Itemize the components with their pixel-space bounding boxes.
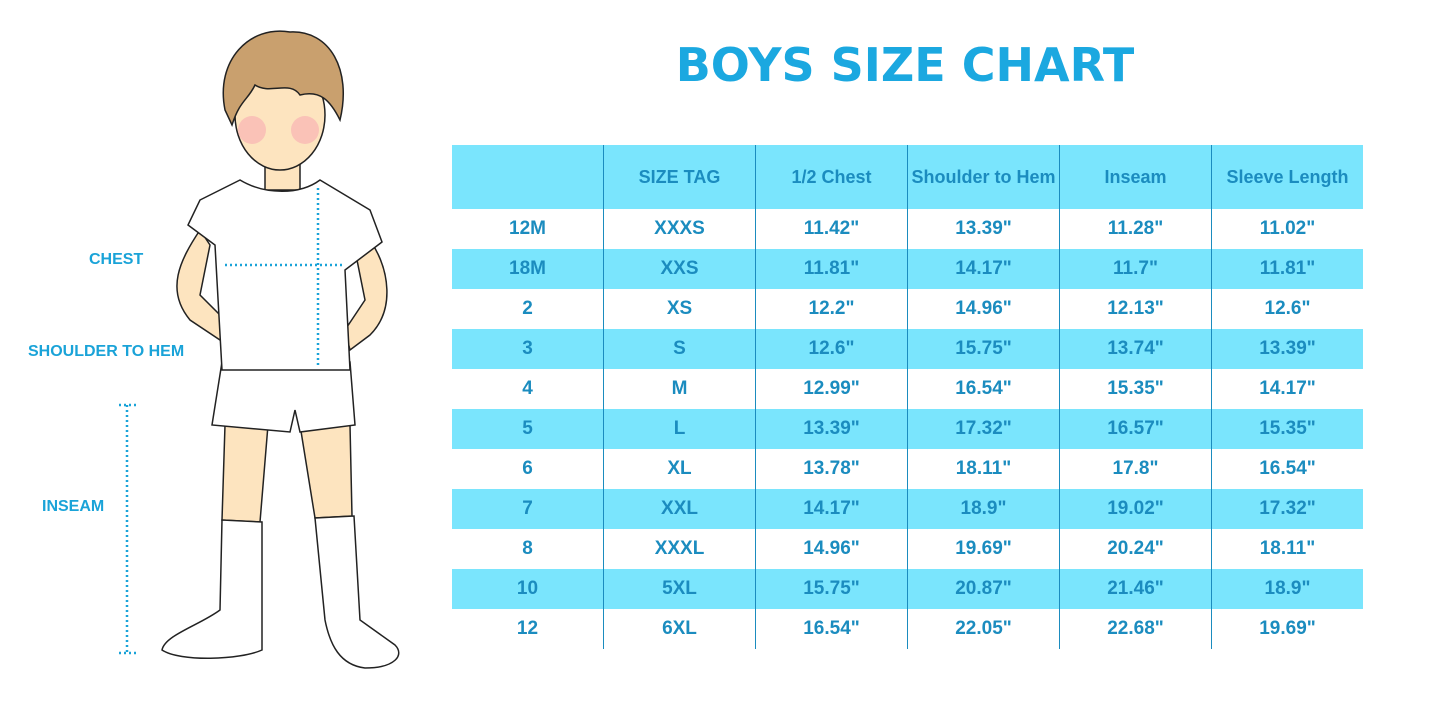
page-title: BOYS SIZE CHART [675, 38, 1135, 92]
table-cell: 17.32" [1211, 489, 1363, 529]
table-cell: 13.39" [907, 209, 1060, 249]
table-cell: 10 [452, 569, 604, 609]
table-row: 8 XXXL 14.96" 19.69" 20.24" 18.11" [452, 529, 1363, 569]
table-cell: 12 [516, 618, 539, 639]
table-cell: 21.46" [1059, 569, 1212, 609]
table-cell: XXL [603, 489, 756, 529]
table-cell: 7 [452, 489, 604, 529]
table-cell: 5XL [603, 569, 756, 609]
table-cell: 14.17" [755, 489, 908, 529]
header-cell: 1/2 Chest [755, 145, 908, 209]
table-cell: 8 [522, 538, 533, 559]
table-cell: 20.87" [907, 569, 1060, 609]
header-cell: SIZE TAG [603, 145, 756, 209]
inseam-label: INSEAM [42, 498, 105, 515]
table-cell: 15.75" [907, 329, 1060, 369]
table-cell: 14.17" [907, 249, 1060, 289]
table-cell: 18M [452, 249, 604, 289]
table-cell: 18.11" [907, 449, 1060, 489]
table-cell: 11.42" [755, 209, 908, 249]
table-cell: 15.75" [755, 569, 908, 609]
table-cell: 11.81" [1211, 249, 1363, 289]
table-cell: 14.96" [907, 289, 1060, 329]
table-cell: 18.11" [1211, 529, 1363, 569]
table-cell: 15.35" [1059, 369, 1212, 409]
table-cell: 12.6" [755, 329, 908, 369]
table-row: 12M XXXS 11.42" 13.39" 11.28" 11.02" [452, 209, 1363, 249]
table-row: 3 S 12.6" 15.75" 13.74" 13.39" [452, 329, 1363, 369]
table-cell: 11.02" [1211, 209, 1363, 249]
chest-label: CHEST [89, 251, 144, 268]
table-cell: 19.02" [1059, 489, 1212, 529]
table-cell: 2 [522, 298, 533, 319]
table-cell: 12.6" [1211, 289, 1363, 329]
header-cell: Shoulder to Hem [907, 145, 1060, 209]
table-cell: 12.13" [1059, 289, 1212, 329]
table-cell: M [603, 369, 756, 409]
table-cell: XS [603, 289, 756, 329]
table-row: 4 M 12.99" 16.54" 15.35" 14.17" [452, 369, 1363, 409]
table-cell: 11.28" [1059, 209, 1212, 249]
table-row: 12 6XL 16.54" 22.05" 22.68" 19.69" [452, 609, 1363, 649]
table-cell: 20.24" [1059, 529, 1212, 569]
table-cell: XL [603, 449, 756, 489]
table-cell: 18.9" [1211, 569, 1363, 609]
header-cell: Sleeve Length [1211, 145, 1363, 209]
table-row: 18M XXS 11.81" 14.17" 11.7" 11.81" [452, 249, 1363, 289]
table-cell: 16.57" [1059, 409, 1212, 449]
table-cell: 16.54" [1211, 449, 1363, 489]
table-row: 6 XL 13.78" 18.11" 17.8" 16.54" [452, 449, 1363, 489]
table-cell: XXXL [603, 529, 756, 569]
table-cell: 19.69" [907, 529, 1060, 569]
table-cell: 14.96" [755, 529, 908, 569]
table-cell: 13.74" [1059, 329, 1212, 369]
table-cell: 12M [509, 218, 546, 239]
table-row: 2 XS 12.2" 14.96" 12.13" 12.6" [452, 289, 1363, 329]
shoulder-to-hem-label: SHOULDER TO HEM [28, 343, 185, 360]
table-row: 10 5XL 15.75" 20.87" 21.46" 18.9" [452, 569, 1363, 609]
table-cell: 11.7" [1059, 249, 1212, 289]
table-cell: 13.78" [755, 449, 908, 489]
table-cell: 12.2" [755, 289, 908, 329]
table-header-row: SIZE TAG 1/2 Chest Shoulder to Hem Insea… [452, 145, 1363, 209]
header-cell [452, 145, 604, 209]
table-cell: 16.54" [907, 369, 1060, 409]
table-cell: L [603, 409, 756, 449]
table-cell: 4 [522, 378, 533, 399]
table-cell: 3 [452, 329, 604, 369]
table-cell: 16.54" [755, 609, 908, 649]
table-row: 7 XXL 14.17" 18.9" 19.02" 17.32" [452, 489, 1363, 529]
header-cell: Inseam [1059, 145, 1212, 209]
boy-illustration [119, 30, 400, 669]
table-cell: 22.68" [1059, 609, 1212, 649]
table-cell: XXXS [603, 209, 756, 249]
table-cell: 15.35" [1211, 409, 1363, 449]
table-cell: 17.8" [1059, 449, 1212, 489]
table-cell: 18.9" [907, 489, 1060, 529]
table-cell: 12.99" [755, 369, 908, 409]
table-row: 5 L 13.39" 17.32" 16.57" 15.35" [452, 409, 1363, 449]
table-cell: 13.39" [1211, 329, 1363, 369]
size-chart-table: SIZE TAG 1/2 Chest Shoulder to Hem Insea… [452, 145, 1363, 649]
table-cell: 22.05" [907, 609, 1060, 649]
table-cell: 6XL [603, 609, 756, 649]
table-cell: 6 [522, 458, 533, 479]
table-cell: 11.81" [755, 249, 908, 289]
table-cell: 14.17" [1211, 369, 1363, 409]
table-cell: 19.69" [1211, 609, 1363, 649]
table-cell: 5 [452, 409, 604, 449]
table-cell: 13.39" [755, 409, 908, 449]
table-cell: S [603, 329, 756, 369]
table-cell: XXS [603, 249, 756, 289]
table-cell: 17.32" [907, 409, 1060, 449]
